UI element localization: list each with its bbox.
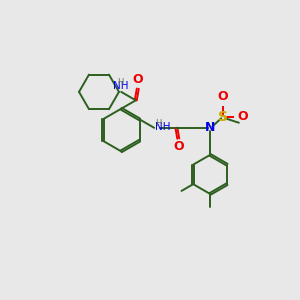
Text: O: O [133, 74, 143, 86]
Text: H: H [118, 78, 124, 87]
Text: O: O [237, 110, 248, 124]
Text: S: S [218, 110, 228, 124]
Text: O: O [218, 90, 228, 103]
Text: N: N [205, 121, 215, 134]
Text: NH: NH [155, 122, 171, 132]
Text: H: H [155, 119, 161, 128]
Text: O: O [174, 140, 184, 153]
Text: NH: NH [113, 81, 129, 91]
